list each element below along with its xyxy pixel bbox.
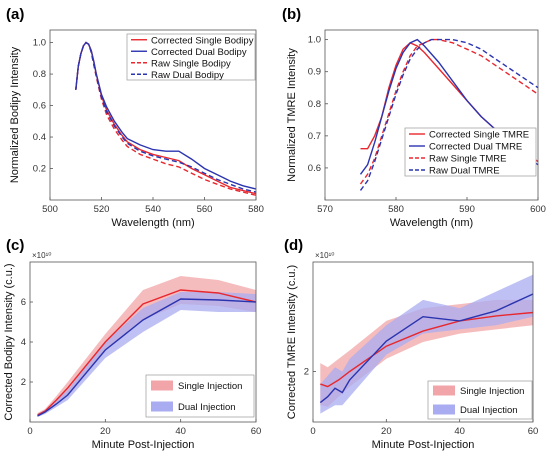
legend-box bbox=[126, 33, 256, 81]
x-tick-label: 560 bbox=[197, 204, 213, 215]
confidence-band-1 bbox=[37, 276, 256, 416]
series-line-1 bbox=[37, 289, 257, 416]
y-tick-label: 1.0 bbox=[33, 38, 46, 49]
x-tick-label: 40 bbox=[454, 426, 465, 437]
series-line-2 bbox=[37, 298, 257, 417]
x-tick-label: 500 bbox=[42, 204, 58, 215]
legend-entry: Raw Single Bodipy bbox=[151, 58, 231, 69]
chart-panel-1: (a) 500 520 540 560 580 0.2 0.4 0.6 0.8 1.0 Wavelen… bbox=[6, 6, 264, 229]
series-line-3 bbox=[359, 38, 539, 185]
y-axis-label: Corrected TMRE Intensity (c.u.) bbox=[286, 265, 298, 419]
y-tick-label: 0.8 bbox=[308, 99, 321, 110]
y-tick-label: 2 bbox=[304, 366, 309, 377]
x-tick-label: 60 bbox=[528, 426, 539, 437]
x-axis-label: Minute Post-Injection bbox=[372, 439, 475, 451]
y-axis-label: Normalized Bodipy Intensity bbox=[9, 46, 21, 183]
x-tick-label: 580 bbox=[248, 204, 264, 215]
panel-label: (b) bbox=[282, 6, 301, 23]
y-tick-label: 0.6 bbox=[308, 163, 321, 174]
y-tick-label: 0.9 bbox=[308, 67, 321, 78]
legend-swatch bbox=[433, 385, 455, 396]
panel-label: (a) bbox=[6, 6, 24, 23]
legend-entry: Raw Single TMRE bbox=[429, 154, 506, 165]
legend-swatch bbox=[433, 404, 455, 415]
x-tick-label: 590 bbox=[459, 204, 475, 215]
legend: Single Injection Dual Injection bbox=[145, 374, 255, 418]
x-tick-label: 540 bbox=[145, 204, 161, 215]
exponent-label: ×10¹⁰ bbox=[315, 251, 334, 260]
y-tick-label: 1.0 bbox=[308, 35, 321, 46]
legend-entry: Raw Dual Bodipy bbox=[151, 70, 224, 81]
series-line-4 bbox=[75, 41, 257, 193]
legend-swatch bbox=[151, 401, 173, 412]
y-axis-label: Normalized TMRE Intensity bbox=[286, 48, 298, 182]
legend-entry: Corrected Dual TMRE bbox=[429, 142, 522, 153]
plot-frame bbox=[312, 261, 534, 423]
y-tick-label: 0.6 bbox=[33, 101, 46, 112]
legend-entry: Corrected Single Bodipy bbox=[151, 35, 254, 46]
x-axis-label: Minute Post-Injection bbox=[92, 439, 195, 451]
legend-entry: Dual Injection bbox=[178, 402, 236, 413]
y-tick-label: 6 bbox=[21, 297, 26, 308]
x-axis-label: Wavelength (nm) bbox=[111, 217, 194, 229]
y-tick-label: 2 bbox=[21, 377, 26, 388]
y-tick-label: 0.8 bbox=[33, 69, 46, 80]
panel-label: (c) bbox=[6, 237, 24, 254]
panel-label: (d) bbox=[284, 237, 303, 254]
x-tick-label: 20 bbox=[100, 426, 111, 437]
x-tick-label: 40 bbox=[175, 426, 186, 437]
x-tick-label: 60 bbox=[251, 426, 262, 437]
legend-entry: Corrected Single TMRE bbox=[429, 130, 529, 141]
legend: Single Injection Dual Injection bbox=[427, 380, 533, 420]
x-tick-label: 570 bbox=[317, 204, 333, 215]
chart-panel-3: (c) 0 20 40 60 2 4 6 ×10¹⁰ Minute Post-Injection C… bbox=[3, 237, 261, 451]
legend-box bbox=[404, 127, 537, 177]
confidence-band-2 bbox=[320, 274, 533, 414]
chart-panel-2: (b) 570 580 590 600 0.6 0.7 0.8 0.9 1.0 Wavelength… bbox=[282, 6, 546, 229]
legend-entry: Single Injection bbox=[460, 386, 524, 397]
series-line-2 bbox=[319, 293, 534, 404]
x-axis-label: Wavelength (nm) bbox=[390, 217, 473, 229]
chart-panel-4: (d) 0 20 40 60 2 ×10¹⁰ Minute Post-Injection Cor… bbox=[284, 237, 538, 451]
legend-entry: Dual Injection bbox=[460, 405, 518, 416]
x-tick-label: 0 bbox=[27, 426, 32, 437]
x-tick-label: 520 bbox=[94, 204, 110, 215]
exponent-label: ×10¹⁰ bbox=[32, 251, 51, 260]
legend-entry: Single Injection bbox=[178, 381, 242, 392]
y-tick-label: 0.4 bbox=[33, 132, 46, 143]
y-axis-label: Corrected Bodipy Intensity (c.u.) bbox=[3, 263, 15, 420]
confidence-band-2 bbox=[37, 292, 256, 417]
x-tick-label: 0 bbox=[310, 426, 315, 437]
y-tick-label: 4 bbox=[21, 337, 26, 348]
legend-entry: Corrected Dual Bodipy bbox=[151, 47, 247, 58]
plot-frame bbox=[324, 29, 539, 201]
x-tick-label: 20 bbox=[381, 426, 392, 437]
series-line-1 bbox=[320, 311, 534, 388]
series-line-4 bbox=[359, 38, 539, 191]
y-tick-label: 0.2 bbox=[33, 164, 46, 175]
y-tick-label: 0.7 bbox=[308, 131, 321, 142]
x-tick-label: 580 bbox=[388, 204, 404, 215]
x-tick-label: 600 bbox=[530, 204, 546, 215]
legend-swatch bbox=[151, 380, 173, 391]
legend-entry: Raw Dual TMRE bbox=[429, 166, 500, 177]
